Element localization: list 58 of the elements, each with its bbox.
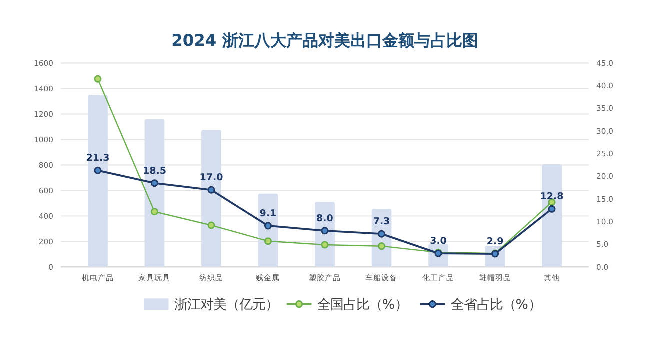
point [264, 222, 272, 230]
point [321, 227, 329, 235]
point [208, 222, 216, 230]
bar [542, 164, 562, 268]
x-tick-label: 化工产品 [422, 274, 455, 282]
data-label: 7.3 [373, 216, 390, 228]
y-tick-label: 0 [48, 262, 54, 272]
point [208, 186, 216, 194]
bar [88, 95, 108, 268]
y2-tick-label: 20.0 [596, 172, 614, 182]
y2-tick-label: 45.0 [596, 58, 614, 68]
data-label: 17.0 [200, 172, 224, 184]
point [548, 205, 556, 213]
point [94, 166, 102, 174]
data-label: 8.0 [316, 213, 334, 224]
y2-tick-label: 0.0 [596, 262, 609, 272]
data-label: 2.9 [486, 236, 504, 248]
y-tick-label: 600 [38, 186, 54, 196]
y2-tick-label: 25.0 [596, 150, 614, 159]
chart-title: 2024 浙江八大产品对美出口金额与占比图 [172, 31, 478, 50]
x-tick-label: 其他 [544, 274, 560, 282]
x-tick-label: 塑胶产品 [309, 274, 341, 282]
legend-label: 全省占比（%） [450, 298, 542, 313]
point [150, 180, 158, 188]
x-tick-label: 机电产品 [82, 274, 114, 282]
point [321, 241, 329, 249]
point [378, 242, 386, 250]
point [378, 230, 386, 238]
bar [202, 130, 222, 268]
data-label: 9.1 [260, 208, 277, 220]
bar [144, 119, 165, 268]
y2-tick-label: 5.0 [596, 240, 609, 250]
legend-label: 浙江对美（亿元） [174, 296, 278, 313]
y-tick-label: 400 [38, 212, 54, 221]
data-label: 21.3 [86, 153, 110, 164]
data-label: 3.0 [430, 236, 448, 248]
y-tick-label: 200 [38, 237, 54, 246]
point [94, 75, 102, 83]
y2-tick-label: 40.0 [596, 82, 614, 91]
data-label: 12.8 [540, 192, 564, 203]
point [150, 208, 158, 216]
x-tick-label: 贱金属 [256, 274, 280, 282]
x-tick-label: 纺织品 [199, 274, 224, 282]
x-tick-label: 车船设备 [366, 274, 398, 282]
y-tick-label: 800 [38, 160, 54, 170]
y2-tick-label: 10.0 [596, 218, 614, 227]
x-tick-label: 鞋帽羽品 [479, 274, 512, 282]
y2-tick-label: 35.0 [596, 104, 614, 114]
y-tick-label: 1000 [34, 135, 54, 144]
y-tick-label: 1400 [34, 84, 54, 94]
point [264, 238, 272, 246]
y2-tick-label: 30.0 [596, 126, 614, 136]
x-tick-label: 家具玩具 [138, 274, 171, 282]
data-label: 18.5 [142, 166, 166, 177]
y-tick-label: 1600 [34, 58, 54, 68]
legend-label: 全国占比（%） [317, 298, 408, 313]
y-tick-label: 1200 [34, 110, 54, 119]
y2-tick-label: 15.0 [596, 194, 614, 204]
